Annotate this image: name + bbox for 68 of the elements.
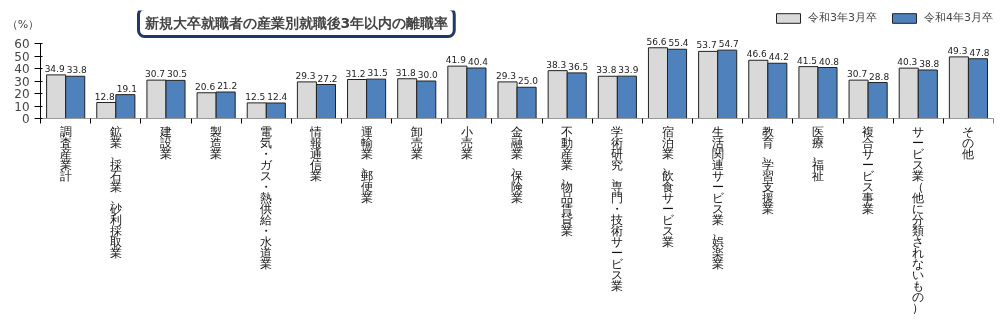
data-label: 46.6 <box>746 49 768 60</box>
data-label: 30.7 <box>144 69 165 80</box>
data-label: 47.8 <box>969 47 990 58</box>
x-tick-label: 教育、学習支援業 <box>761 124 774 216</box>
y-tick-label: 60 <box>14 37 30 51</box>
category-label: 学術研究、専門・技術サービス業 <box>611 124 624 293</box>
y-tick-label: 50 <box>14 49 30 64</box>
y-tick-label: 40 <box>14 62 30 76</box>
data-label: 30.5 <box>166 69 188 80</box>
data-label: 36.5 <box>568 61 589 72</box>
data-label: 49.3 <box>947 45 968 56</box>
x-tick-label: その他 <box>962 124 975 161</box>
y-axis-title: （%） <box>6 17 40 31</box>
data-label: 38.3 <box>546 59 567 70</box>
x-tick-label: 医療、福祉 <box>811 124 824 183</box>
data-label: 29.3 <box>496 70 517 81</box>
data-label: 31.2 <box>345 68 366 79</box>
data-label: 53.7 <box>696 40 717 51</box>
data-label: 30.7 <box>847 69 868 80</box>
data-label: 20.6 <box>195 81 216 92</box>
data-label: 41.5 <box>796 55 817 66</box>
data-label: 56.6 <box>646 36 667 47</box>
category-label: 不動産業、物品賃貸業 <box>561 124 574 238</box>
x-tick-label: 情報通信業 <box>309 124 323 183</box>
chart-title: 新規大卒就職者の産業別就職後3年以内の離職率 <box>143 14 449 31</box>
category-label: 電気・ガス・熱供給・水道業 <box>260 124 273 271</box>
data-label: 34.9 <box>44 63 65 74</box>
data-label: 28.8 <box>869 71 890 82</box>
data-label: 19.1 <box>116 83 137 94</box>
data-label: 33.9 <box>618 65 639 76</box>
data-label: 31.5 <box>367 68 388 79</box>
legend-label: 令和3年3月卒 <box>808 10 877 25</box>
data-label: 27.2 <box>317 73 338 84</box>
data-label: 55.4 <box>668 38 689 49</box>
data-label: 40.4 <box>467 57 489 67</box>
data-label: 25.0 <box>518 76 539 87</box>
x-tick-label: 小売業 <box>460 124 473 161</box>
category-label: 宿泊業、飲食サービス業 <box>661 124 674 249</box>
y-tick-label: 0 <box>21 112 30 126</box>
data-label: 12.8 <box>94 91 116 102</box>
data-label: 12.4 <box>267 92 288 102</box>
y-tick-label: 30 <box>14 74 30 89</box>
x-tick-label: 運輸業、郵便業 <box>360 124 373 205</box>
x-tick-label: 卸売業 <box>410 124 423 161</box>
data-label: 31.8 <box>395 67 417 78</box>
data-label: 44.2 <box>768 52 789 63</box>
category-label: 生活関連サービス業、娯楽業 <box>711 124 724 271</box>
data-label: 33.8 <box>596 65 617 76</box>
data-label: 41.9 <box>445 55 467 66</box>
category-label: サービス業（他に分類されないもの） <box>912 124 925 315</box>
legend-label: 令和4年3月卒 <box>924 10 993 25</box>
data-label: 29.3 <box>295 70 316 81</box>
data-label: 12.5 <box>245 91 266 102</box>
data-label: 54.7 <box>718 39 739 50</box>
category-label: 鉱業、採石業、砂利採取業 <box>109 124 122 260</box>
x-tick-label: 調査産業計 <box>59 124 72 183</box>
y-tick-label: 10 <box>14 99 30 114</box>
x-tick-label: 建設業 <box>158 124 172 161</box>
x-tick-label: 複合サービス事業 <box>862 124 876 216</box>
data-label: 30.0 <box>417 70 439 80</box>
data-label: 38.8 <box>919 59 940 69</box>
data-label: 40.8 <box>818 56 840 67</box>
data-label: 33.8 <box>66 65 87 76</box>
y-tick-label: 20 <box>14 87 30 101</box>
data-label: 40.3 <box>897 57 918 68</box>
x-tick-label: 金融業、保険業 <box>511 124 524 205</box>
x-tick-label: 製造業 <box>210 124 223 161</box>
data-label: 21.2 <box>217 81 238 91</box>
